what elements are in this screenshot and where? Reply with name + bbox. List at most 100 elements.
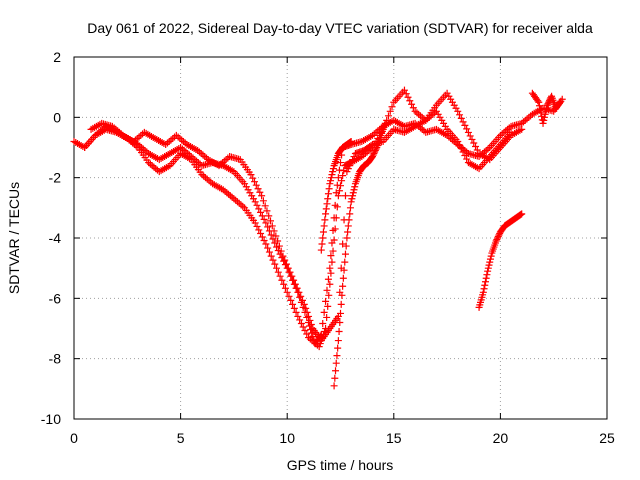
data-point: [262, 240, 270, 248]
data-point: [386, 107, 394, 115]
data-point: [472, 142, 480, 150]
data-point: [281, 256, 289, 264]
data-point: [555, 99, 563, 107]
data-point: [349, 156, 357, 164]
data-point: [264, 244, 272, 252]
data-point: [484, 264, 492, 272]
data-point: [463, 125, 471, 133]
data-point: [542, 107, 550, 115]
data-point: [539, 119, 547, 127]
data-point: [406, 97, 414, 105]
data-point: [320, 308, 328, 316]
data-point: [341, 250, 349, 258]
data-point: [253, 222, 261, 230]
data-point: [323, 286, 331, 294]
data-point: [454, 107, 462, 115]
data-point: [338, 177, 346, 185]
data-point: [273, 264, 281, 272]
data-point: [408, 100, 416, 108]
data-point: [350, 153, 358, 161]
data-point: [347, 198, 355, 206]
data-point: [315, 343, 323, 351]
data-point: [535, 102, 543, 110]
data-point: [400, 86, 408, 94]
chart-title: Day 061 of 2022, Sidereal Day-to-day VTE…: [87, 20, 593, 36]
x-tick-labels: 0 5 10 15 20 25: [70, 430, 615, 446]
data-point: [459, 118, 467, 126]
data-point: [269, 256, 277, 264]
data-point: [482, 274, 490, 282]
data-point: [459, 148, 467, 156]
data-point: [298, 296, 306, 304]
data-point: [370, 150, 378, 158]
data-point: [324, 275, 332, 283]
data-point: [457, 145, 465, 153]
data-point: [334, 174, 342, 182]
data-point: [336, 318, 344, 326]
data-point: [268, 222, 276, 230]
data-point: [348, 195, 356, 203]
data-point: [297, 292, 305, 300]
data-point: [329, 168, 337, 176]
x-tick-label: 25: [599, 430, 615, 446]
data-point: [494, 234, 502, 242]
data-point: [484, 267, 492, 275]
data-point: [261, 202, 269, 210]
data-point: [334, 337, 342, 345]
data-point: [493, 236, 501, 244]
data-point: [303, 308, 311, 316]
data-point: [333, 352, 341, 360]
data-point: [543, 104, 551, 112]
y-tick-label: -8: [49, 351, 62, 367]
data-point: [507, 128, 515, 136]
data-point: [463, 155, 471, 163]
data-point: [326, 280, 334, 288]
data-point: [323, 200, 331, 208]
data-point: [466, 132, 474, 140]
data-point: [536, 105, 544, 113]
data-point: [518, 210, 526, 218]
data-point: [255, 226, 263, 234]
data-point: [260, 237, 268, 245]
data-point: [322, 297, 330, 305]
data-point: [325, 185, 333, 193]
data-point: [329, 165, 337, 173]
data-point: [338, 291, 346, 299]
data-point: [368, 153, 376, 161]
data-point: [330, 236, 338, 244]
data-point: [483, 271, 491, 279]
data-point: [328, 258, 336, 266]
data-point: [381, 119, 389, 127]
series-track-1: [70, 95, 566, 348]
data-point: [321, 216, 329, 224]
data-point: [402, 90, 410, 98]
series-track-7: [528, 89, 564, 127]
data-point: [351, 183, 359, 191]
data-point: [343, 234, 351, 242]
series-track-6: [475, 210, 526, 311]
data-point: [337, 182, 344, 190]
data-point: [251, 178, 259, 186]
data-point: [265, 212, 273, 220]
data-point: [270, 227, 278, 235]
data-point: [345, 216, 353, 224]
data-point: [346, 210, 354, 218]
data-point: [327, 174, 335, 182]
y-axis-label: SDTVAR / TECUs: [6, 182, 22, 294]
data-point: [334, 344, 342, 352]
data-point: [256, 188, 264, 196]
data-point: [470, 139, 478, 147]
series-track-4: [330, 119, 389, 390]
data-point: [264, 223, 272, 231]
series-track-5: [317, 137, 355, 254]
data-point: [341, 192, 349, 200]
data-point: [326, 180, 334, 188]
data-point: [272, 232, 280, 240]
data-point: [371, 148, 379, 156]
data-point: [337, 159, 344, 167]
data-point: [339, 172, 347, 180]
data-point: [292, 308, 300, 316]
data-point: [326, 264, 334, 272]
data-point: [287, 296, 295, 304]
data-point: [339, 240, 347, 248]
